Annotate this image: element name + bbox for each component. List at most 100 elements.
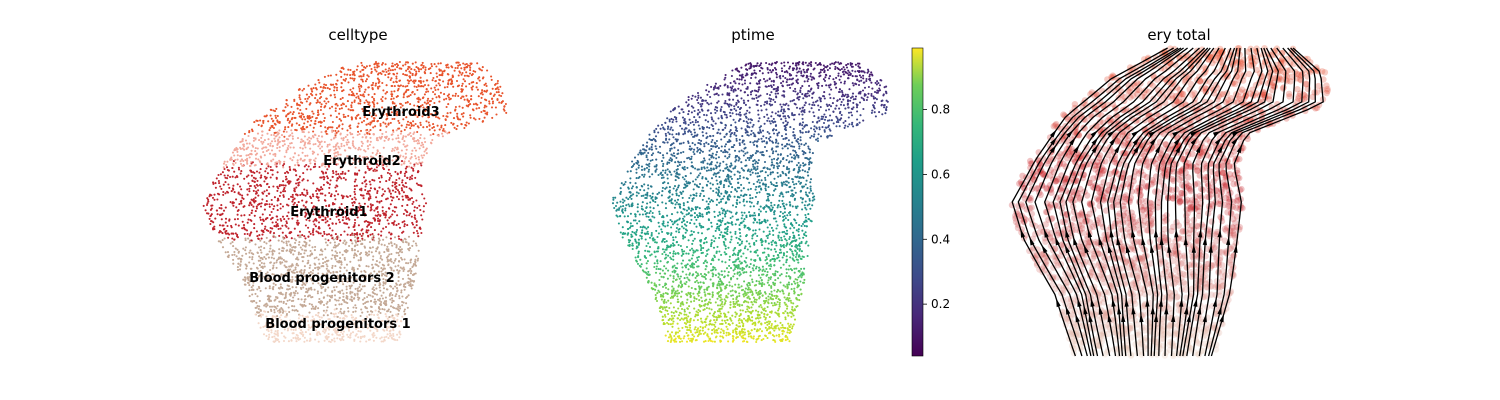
cell-point [396,269,399,272]
cell-point [763,145,767,149]
cell-point [644,238,647,241]
cell-point [331,222,334,225]
cell-point [367,197,370,200]
cell-point [320,186,323,189]
cell-point [810,107,813,110]
cell-point [742,187,745,190]
cell-point [329,217,332,221]
cell-point [366,300,369,303]
cell-point [366,254,369,257]
cell-point [783,235,786,238]
cell-point [759,125,763,128]
cell-point [446,85,449,89]
cell-point [472,117,476,120]
cell-point [297,251,300,254]
cell-point [417,156,420,159]
cell-point [719,233,722,236]
cell-point [231,237,234,240]
cell-point [405,262,408,265]
cell-point [387,255,390,258]
cluster-label-erythroid3: Erythroid3 [362,105,439,120]
cell-point [307,328,310,331]
cell-point [413,81,416,85]
cell-point [342,137,345,140]
cell-point [717,171,720,174]
cell-point [322,303,326,307]
cell-point [269,126,272,130]
cell-point [457,94,460,98]
cell-point [411,74,414,77]
cell-point [387,264,390,267]
cell-point [433,63,436,66]
cell-point [295,174,298,177]
cell-point [283,155,286,158]
cell-point [308,95,311,98]
cell-point [716,245,719,248]
cell-point [407,235,411,238]
cell-point [370,251,373,254]
cell-point [396,195,399,198]
cell-point [664,132,667,135]
cell-point [457,64,460,67]
cell-point [321,234,324,237]
cell-point [292,336,295,340]
cell-point [837,72,840,75]
cell-point [403,288,406,291]
cell-point [389,332,392,335]
cell-point [401,277,405,280]
cell-point [280,332,283,335]
cell-point [409,157,412,160]
cell-point [798,145,801,148]
cell-point [222,183,225,186]
cell-point [412,273,415,276]
cell-point [285,99,288,102]
cell-point [336,235,339,239]
cell-point [777,307,780,310]
cell-point [412,120,415,123]
cell-point [374,309,377,312]
cell-point [306,97,309,100]
cell-point [314,225,317,228]
cell-point [371,246,374,249]
cell-point [286,119,289,122]
cell-point [259,308,262,311]
cell-point [361,232,365,235]
cell-point [662,162,665,165]
cell-point [309,287,312,290]
cell-point [459,97,463,100]
cell-point [489,92,492,95]
cell-point [240,202,243,205]
cell-point [763,251,766,254]
cell-point [354,198,357,201]
cell-point [402,241,405,244]
cell-point [352,109,355,112]
cell-point [419,121,422,124]
cell-point [403,140,406,143]
cell-point [381,258,384,261]
cell-point [320,103,323,106]
cell-point [425,125,429,128]
cell-point [353,185,356,188]
cell-point [342,283,345,286]
cell-point [260,251,263,254]
cell-point [438,74,441,77]
cell-point [398,183,401,187]
cell-point [397,134,400,137]
cell-point [750,129,753,132]
cell-point [356,233,359,236]
cell-point [666,168,669,171]
cell-point [254,150,257,153]
cell-point [410,152,413,155]
cell-point [418,147,421,150]
cell-point [369,128,372,132]
cell-point [229,201,232,204]
cell-point [408,214,411,217]
cell-point [441,70,444,73]
cell-point [213,225,216,228]
cell-point [409,162,412,165]
cell-point [327,74,330,77]
cell-point [398,260,401,263]
cell-point [232,245,235,248]
cell-point [307,84,310,87]
cell-point [354,193,357,196]
